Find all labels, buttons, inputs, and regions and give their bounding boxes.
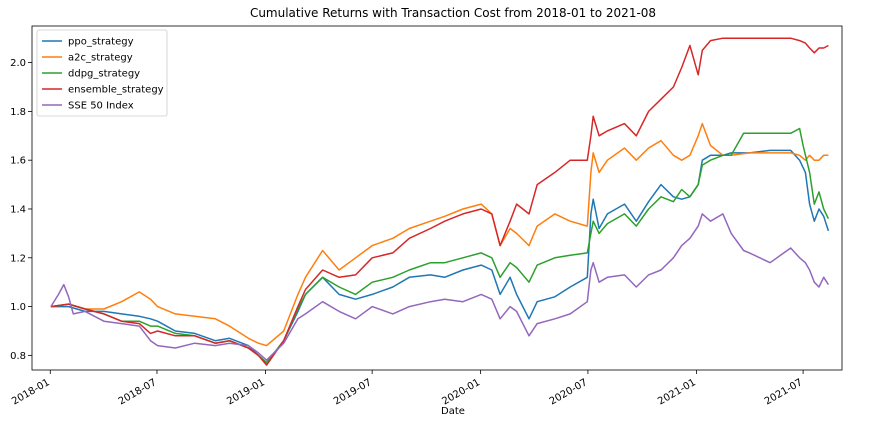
legend-label: ddpg_strategy	[68, 69, 140, 80]
x-tick-label: 2021-01	[656, 377, 698, 407]
y-tick-label: 1.8	[10, 107, 26, 118]
series-line-a2c-strategy	[50, 122, 829, 347]
series-line-ppo-strategy	[50, 149, 830, 364]
x-tick-label: 2019-07	[332, 377, 374, 407]
y-axis: 0.8 1.0 1.2 1.4 1.6 1.8 2.0	[10, 58, 32, 362]
y-tick-label: 2.0	[10, 58, 26, 69]
legend: ppo_strategy a2c_strategy ddpg_strategyens…	[36, 29, 168, 117]
y-tick-label: 1.6	[10, 156, 26, 167]
y-tick-label: 1.0	[10, 302, 26, 313]
legend-box	[36, 29, 168, 117]
series-line-sse-50-index	[50, 213, 830, 361]
series-line-ensemble-strategy	[50, 37, 829, 366]
y-tick-label: 1.2	[10, 253, 26, 264]
x-tick-label: 2020-07	[548, 377, 590, 407]
x-tick-label: 2021-07	[763, 377, 805, 407]
legend-label: ppo_strategy	[68, 37, 134, 48]
plot-frame	[31, 25, 843, 371]
x-tick-label: 2018-07	[117, 377, 159, 407]
series-layer	[50, 37, 830, 366]
legend-label: a2c_strategy	[68, 53, 133, 64]
x-tick-label: 2019-01	[225, 377, 267, 407]
legend-label: ensemble_strategy	[68, 85, 164, 96]
x-axis-title: Date	[441, 406, 465, 417]
legend-label: SSE 50 Index	[68, 101, 134, 112]
x-axis: 2018-01 2018-07 2019-01 2019-07 2020-01 2020-…	[10, 370, 805, 407]
chart-title: Cumulative Returns with Transaction Cost…	[250, 6, 656, 20]
x-tick-label: 2020-01	[440, 377, 482, 407]
x-tick-label: 2018-01	[10, 377, 52, 407]
y-tick-label: 0.8	[10, 351, 26, 362]
y-tick-label: 1.4	[10, 204, 26, 215]
series-line-ddpg-strategy	[50, 127, 830, 364]
